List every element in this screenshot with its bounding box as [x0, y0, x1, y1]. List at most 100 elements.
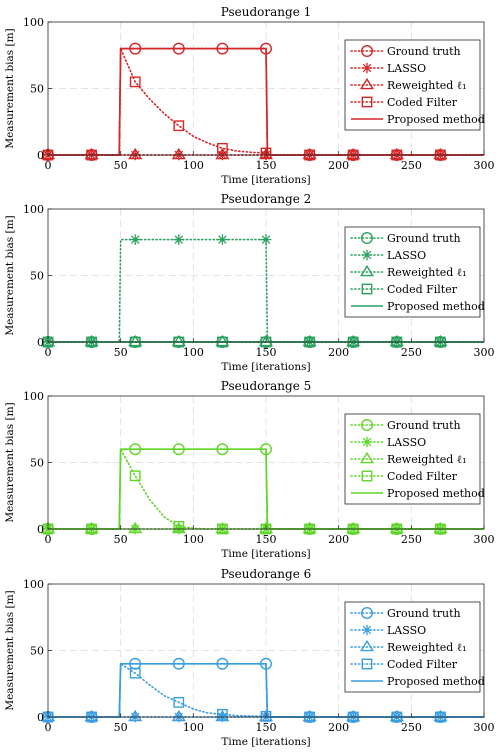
data-point-triangle — [258, 147, 274, 160]
data-point-triangle — [84, 334, 99, 347]
legend-marker-triangle — [359, 77, 375, 90]
data-point-square — [129, 470, 141, 482]
legend-marker-asterisk — [361, 436, 373, 448]
y-tick-label: 100 — [23, 16, 44, 29]
y-tick-label: 100 — [23, 390, 44, 403]
data-point-circle — [260, 42, 273, 55]
data-point-triangle — [433, 334, 448, 347]
data-point-circle — [216, 657, 229, 670]
data-point-triangle — [40, 521, 56, 534]
y-tick-label: 100 — [23, 203, 44, 216]
data-point-triangle — [171, 521, 186, 534]
data-point-triangle — [346, 521, 361, 534]
data-point-asterisk — [217, 234, 228, 245]
legend-label: Proposed method — [387, 300, 485, 313]
x-tick-label: 0 — [45, 721, 52, 734]
x-tick-label: 150 — [256, 721, 277, 734]
data-point-triangle — [346, 709, 361, 722]
data-point-square — [260, 710, 272, 722]
data-point-triangle — [40, 334, 56, 347]
y-tick-label: 50 — [30, 83, 44, 96]
data-point-circle — [260, 443, 273, 456]
data-point-square — [173, 520, 185, 532]
data-point-triangle — [302, 334, 317, 347]
data-point-triangle — [128, 521, 143, 534]
legend-label: Coded Filter — [387, 283, 458, 296]
data-point-triangle — [84, 147, 99, 160]
legend-label: Reweighted ℓ₁ — [387, 453, 467, 466]
data-point-triangle — [128, 334, 143, 347]
legend-marker-triangle — [359, 639, 375, 652]
y-tick-label: 0 — [37, 711, 44, 724]
legend-label: LASSO — [387, 436, 426, 449]
data-point-triangle — [433, 521, 448, 534]
data-point-triangle — [128, 709, 143, 722]
x-tick-label: 0 — [45, 533, 52, 546]
data-point-square — [173, 120, 185, 132]
chart-panel-2: 0 50 100 150 200 250 300 0 50 100 Pseudorange 2 Tim… — [4, 192, 495, 373]
data-point-asterisk — [173, 234, 185, 245]
legend-marker-asterisk — [361, 624, 373, 636]
x-tick-label: 250 — [401, 159, 422, 172]
y-tick-label: 50 — [30, 457, 44, 470]
data-point-square — [129, 667, 141, 679]
x-tick-label: 200 — [328, 346, 349, 359]
data-point-triangle — [302, 709, 317, 722]
legend-label: Ground truth — [387, 232, 461, 245]
data-point-square — [129, 76, 141, 88]
x-tick-label: 50 — [114, 159, 128, 172]
data-point-triangle — [389, 521, 404, 534]
x-tick-label: 0 — [45, 346, 52, 359]
y-axis-label: Measurement bias [m] — [4, 402, 16, 522]
x-tick-label: 150 — [256, 533, 277, 546]
x-tick-label: 150 — [256, 346, 277, 359]
legend-box — [344, 413, 481, 505]
data-point-circle — [260, 657, 273, 670]
x-tick-label: 100 — [183, 721, 204, 734]
data-point-circle — [129, 443, 142, 456]
data-point-asterisk — [129, 234, 141, 245]
legend-label: LASSO — [387, 624, 426, 637]
data-point-triangle — [302, 521, 317, 534]
legend-label: LASSO — [387, 249, 426, 262]
data-point-triangle — [346, 147, 361, 160]
data-point-circle — [172, 443, 185, 456]
x-tick-label: 250 — [401, 721, 422, 734]
data-point-square — [216, 142, 228, 154]
y-tick-label: 0 — [37, 149, 44, 162]
x-tick-label: 150 — [256, 159, 277, 172]
x-tick-label: 300 — [474, 721, 495, 734]
legend-marker-circle — [361, 419, 374, 432]
chart-title: Pseudorange 5 — [221, 379, 312, 393]
data-point-asterisk — [260, 234, 272, 245]
data-point-triangle — [389, 709, 404, 722]
y-tick-label: 50 — [30, 270, 44, 283]
x-tick-label: 200 — [328, 159, 349, 172]
legend-label: Reweighted ℓ₁ — [387, 266, 467, 279]
data-point-triangle — [258, 521, 274, 534]
data-point-circle — [172, 42, 185, 55]
chart-title: Pseudorange 6 — [221, 567, 312, 581]
data-point-triangle — [40, 709, 56, 722]
legend-label: Ground truth — [387, 419, 461, 432]
legend-label: Reweighted ℓ₁ — [387, 79, 467, 92]
data-point-triangle — [389, 334, 404, 347]
data-point-triangle — [128, 147, 143, 160]
x-tick-label: 100 — [183, 159, 204, 172]
data-point-circle — [216, 42, 229, 55]
x-axis-label: Time [iterations] — [221, 361, 310, 373]
x-tick-label: 100 — [183, 346, 204, 359]
x-tick-label: 300 — [474, 346, 495, 359]
legend-label: Proposed method — [387, 113, 485, 126]
data-point-square — [216, 708, 228, 720]
y-axis-label: Measurement bias [m] — [4, 28, 16, 148]
data-point-triangle — [171, 709, 186, 722]
data-point-triangle — [171, 334, 186, 347]
y-tick-label: 0 — [37, 523, 44, 536]
chart-panel-3: 0 50 100 150 200 250 300 0 50 100 Pseudorange 5 Tim… — [4, 379, 495, 560]
data-point-triangle — [84, 521, 99, 534]
legend-marker-triangle — [359, 451, 375, 464]
legend-marker-square — [361, 96, 373, 108]
data-point-triangle — [433, 147, 448, 160]
data-point-triangle — [215, 521, 230, 534]
